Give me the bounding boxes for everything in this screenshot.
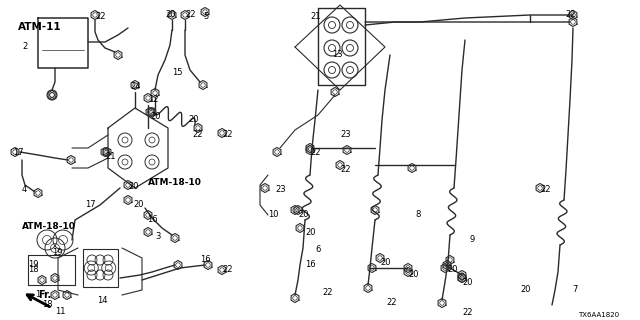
Text: 6: 6 <box>315 245 321 254</box>
Text: 7: 7 <box>572 285 577 294</box>
Text: 16: 16 <box>200 255 211 264</box>
Text: 19: 19 <box>28 260 38 269</box>
Text: 3: 3 <box>155 232 161 241</box>
Text: ATM-18-10: ATM-18-10 <box>148 178 202 187</box>
Text: 15: 15 <box>172 68 182 77</box>
Text: 22: 22 <box>310 148 321 157</box>
Text: 20: 20 <box>380 258 390 267</box>
Text: 22: 22 <box>462 308 472 317</box>
Text: 16: 16 <box>147 215 157 224</box>
Text: 20: 20 <box>165 10 175 19</box>
Text: 9: 9 <box>470 235 476 244</box>
Text: 1: 1 <box>35 290 40 299</box>
Text: 17: 17 <box>85 200 95 209</box>
Text: 20: 20 <box>128 182 138 191</box>
Text: 18: 18 <box>28 265 38 274</box>
Text: 22: 22 <box>185 10 195 19</box>
Text: 22: 22 <box>95 12 106 21</box>
Text: 23: 23 <box>275 185 285 194</box>
Text: 11: 11 <box>55 307 65 316</box>
Text: 4: 4 <box>22 185 28 194</box>
Text: 2: 2 <box>22 42 28 51</box>
Text: 5: 5 <box>203 12 208 21</box>
Text: 24: 24 <box>130 82 141 91</box>
Text: 22: 22 <box>565 10 575 19</box>
Text: 13: 13 <box>332 50 342 59</box>
Text: 17: 17 <box>13 148 24 157</box>
Text: 22: 22 <box>386 298 397 307</box>
Bar <box>83 249 118 287</box>
Text: ATM-11: ATM-11 <box>18 22 61 32</box>
Text: 21: 21 <box>310 12 321 21</box>
Text: 20: 20 <box>298 210 308 219</box>
Text: TX6AA1820: TX6AA1820 <box>578 312 619 318</box>
Text: ATM-18-10: ATM-18-10 <box>22 222 76 231</box>
Text: 20: 20 <box>462 278 472 287</box>
Text: 22: 22 <box>322 288 333 297</box>
Text: 20: 20 <box>408 270 419 279</box>
Text: 8: 8 <box>415 210 420 219</box>
Text: 10: 10 <box>268 210 278 219</box>
Text: 23: 23 <box>340 130 351 139</box>
Text: Fr.: Fr. <box>38 290 51 300</box>
Text: 18: 18 <box>42 300 52 309</box>
Text: 20: 20 <box>150 112 161 121</box>
Text: 22: 22 <box>222 265 232 274</box>
Text: 22: 22 <box>192 130 202 139</box>
Text: 20: 20 <box>188 115 198 124</box>
Text: 22: 22 <box>540 185 550 194</box>
Text: 20: 20 <box>305 228 316 237</box>
Text: 12: 12 <box>148 95 159 104</box>
Text: 14: 14 <box>97 296 108 305</box>
Text: 22: 22 <box>340 165 351 174</box>
Text: 20: 20 <box>133 200 143 209</box>
Text: 21: 21 <box>105 152 115 161</box>
Text: 22: 22 <box>222 130 232 139</box>
Text: 19: 19 <box>52 248 63 257</box>
Text: 20: 20 <box>520 285 531 294</box>
Text: 16: 16 <box>305 260 316 269</box>
Text: 20: 20 <box>447 265 458 274</box>
